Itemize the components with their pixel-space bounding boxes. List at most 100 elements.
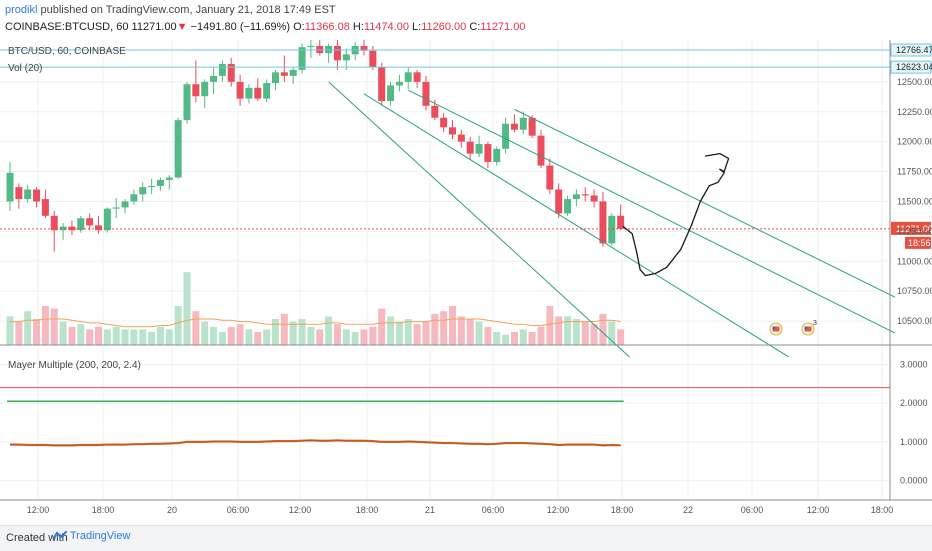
volume-legend: Vol (20): [8, 63, 42, 74]
trend-line: [408, 89, 896, 334]
candle-body: [112, 207, 120, 209]
candle-body: [537, 135, 545, 166]
candle-body: [360, 45, 368, 51]
price-tick-label: 11750.00: [897, 167, 932, 177]
candle-body: [599, 201, 607, 244]
price-tick-label: 12000.00: [897, 137, 932, 147]
volume-bar: [148, 332, 156, 345]
trend-line: [514, 108, 896, 298]
overlay-layer: 12766.47 12623.04 11271.00 18:56 3: [0, 43, 932, 358]
candle-body: [502, 123, 510, 149]
time-tick-label: 18:00: [92, 505, 115, 515]
volume-bar: [466, 319, 474, 345]
hand-drawn-projection: [622, 152, 730, 277]
candle-body: [236, 81, 244, 99]
candle-body: [280, 72, 288, 76]
candle-body: [245, 87, 253, 99]
candle-body: [227, 63, 235, 82]
chart-area[interactable]: 12766.47 12623.04 11271.00 18:56 3 12500.00 1…: [0, 36, 932, 525]
mayer-tick-label: 2.0000: [900, 398, 928, 408]
ohlc-low: 11260.00: [421, 21, 467, 33]
event-count: 3: [813, 320, 817, 327]
volume-bar: [298, 319, 306, 345]
volume-bar: [165, 329, 173, 345]
candle-body: [590, 195, 598, 202]
level-label-bg: [890, 43, 932, 57]
candle-body: [431, 105, 439, 118]
price-tick-label: 11000.00: [897, 256, 932, 266]
candle-body: [564, 199, 572, 214]
volume-bar: [342, 329, 350, 345]
volume-bar: [475, 321, 483, 345]
mayer-layer: [0, 387, 890, 447]
author-link[interactable]: prodikl: [5, 4, 38, 16]
candle-body: [148, 185, 156, 188]
level-label-bg: [890, 60, 932, 74]
volume-bar: [6, 316, 14, 345]
candle-body: [210, 75, 218, 82]
candle-body: [404, 72, 412, 82]
candle-body: [519, 117, 527, 130]
candle-body: [546, 165, 554, 190]
ohlc-high-label: H:: [352, 21, 364, 33]
candle-body: [183, 84, 191, 121]
price-change: −1491.80 (−11.69%): [190, 21, 291, 33]
volume-bar: [254, 332, 262, 345]
countdown-label: 18:56: [908, 238, 931, 248]
volume-bar: [272, 319, 279, 345]
last-price-label: 11271.00: [896, 224, 932, 234]
volume-bar: [431, 313, 439, 345]
volume-bar: [95, 326, 102, 345]
time-tick-label: 20: [167, 505, 177, 515]
volume-bar: [201, 321, 209, 345]
chart-header: prodikl published on TradingView.com, Ja…: [0, 0, 932, 40]
event-flag-canton: [804, 326, 808, 329]
volume-bar: [519, 329, 527, 345]
mayer-tick-label: 3.0000: [900, 359, 928, 369]
candle-body: [466, 141, 474, 154]
volume-ma-line: [10, 318, 621, 328]
volume-bar: [41, 306, 49, 345]
volume-layer: [6, 272, 625, 345]
candle-body: [475, 144, 483, 154]
volume-bar: [546, 306, 554, 345]
price-tick-label: 12250.00: [897, 107, 932, 117]
indicator-legend: Mayer Multiple (200, 200, 2.4): [8, 360, 141, 371]
volume-bar: [387, 316, 395, 345]
candle-body: [218, 63, 226, 76]
ohlc-close-label: C:: [469, 21, 481, 33]
candle-body: [68, 226, 76, 231]
candle-body: [555, 189, 563, 214]
candle-body: [33, 189, 41, 202]
time-tick-label: 18:00: [356, 505, 379, 515]
price-tick-label: 10500.00: [897, 316, 932, 326]
price-tick-label: 12500.00: [897, 77, 932, 87]
volume-bar: [86, 329, 94, 345]
candle-body: [581, 194, 589, 196]
trend-line: [363, 93, 790, 358]
volume-bar: [280, 313, 288, 345]
volume-bar: [599, 313, 607, 345]
ohlc-close: 11271.00: [480, 21, 526, 33]
candle-body: [395, 81, 403, 86]
countdown-label-bg: [905, 236, 931, 249]
volume-bar: [325, 316, 333, 345]
tradingview-logo[interactable]: TradingView: [53, 530, 130, 542]
candle-body: [493, 148, 501, 162]
time-tick-label: 12:00: [807, 505, 830, 515]
volume-bar: [130, 329, 138, 345]
candle-body: [103, 208, 111, 231]
mayer-multiple-line-shade: [10, 439, 621, 446]
candle-body: [608, 215, 616, 244]
volume-bar: [333, 324, 341, 345]
candle-body: [15, 187, 23, 200]
volume-bar: [395, 321, 403, 345]
candle-body: [130, 194, 138, 202]
volume-bar: [457, 316, 465, 345]
axis-layer: 12500.00 12250.00 12000.00 11750.00 11500.00…: [0, 40, 932, 515]
price-tick-label: 10750.00: [897, 286, 932, 296]
volume-bar: [210, 326, 218, 345]
price-tick-label: 11250.00: [897, 226, 932, 236]
candle-body: [333, 45, 341, 61]
